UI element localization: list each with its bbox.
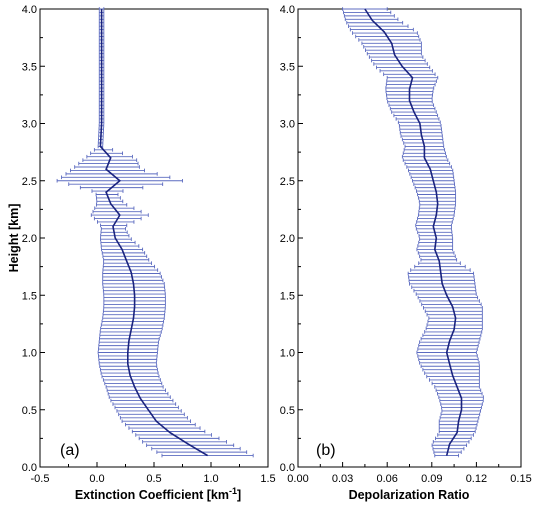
y-axis-label: Height [km] — [7, 204, 21, 273]
x-tick-label-b-4: 0.12 — [466, 473, 487, 485]
y-tick-label-b-2: 1.0 — [280, 348, 295, 360]
y-tick-label-b-4: 2.0 — [280, 233, 295, 245]
y-tick-label-b-6: 3.0 — [280, 119, 295, 131]
panel-a-frame — [39, 8, 269, 468]
x-tick-label-a-0: -0.5 — [31, 473, 50, 485]
y-tick-label-a-1: 0.5 — [22, 405, 37, 417]
series-line-b — [364, 8, 463, 456]
x-tick-label-a-1: 0.0 — [89, 473, 104, 485]
y-tick-label-b-5: 2.5 — [280, 176, 295, 188]
x-tick-label-a-3: 1.0 — [203, 473, 218, 485]
x-axis-label-a: Extinction Coefficient [km-1] — [75, 486, 241, 502]
x-axis-label-a-sup: -1 — [229, 486, 237, 496]
x-axis-label-a-main: Extinction Coefficient [km — [75, 488, 229, 502]
y-tick-label-b-7: 3.5 — [280, 61, 295, 73]
x-tick-label-b-5: 0.15 — [510, 473, 531, 485]
x-axis-label-b: Depolarization Ratio — [349, 488, 470, 502]
x-axis-label-a-end: ] — [237, 488, 241, 502]
panel-a-label: (a) — [60, 442, 80, 459]
y-tick-label-a-2: 1.0 — [22, 348, 37, 360]
x-tick-label-b-2: 0.06 — [376, 473, 397, 485]
x-tick-label-a-4: 1.5 — [260, 473, 275, 485]
y-tick-label-a-5: 2.5 — [22, 176, 37, 188]
y-tick-label-b-1: 0.5 — [280, 405, 295, 417]
y-tick-label-a-7: 3.5 — [22, 61, 37, 73]
panel-b: 0.00 0.03 0.06 0.09 0.12 0.15 0.0 0.5 1.0 1.5 2.0 2… — [280, 4, 532, 485]
y-tick-label-b-8: 4.0 — [280, 4, 295, 16]
panel-b-label: (b) — [316, 442, 336, 459]
y-tick-label-a-0: 0.0 — [22, 462, 37, 474]
x-tick-label-a-2: 0.5 — [146, 473, 161, 485]
x-tick-label-b-0: 0.00 — [287, 473, 308, 485]
y-tick-label-a-6: 3.0 — [22, 119, 37, 131]
y-tick-label-b-0: 0.0 — [280, 462, 295, 474]
y-tick-label-b-3: 1.5 — [280, 290, 295, 302]
y-tick-label-a-8: 4.0 — [22, 4, 37, 16]
panel-a: -0.5 0.0 0.5 1.0 1.50.00.51.01.52.02.53.03.5… — [22, 4, 276, 485]
x-tick-label-b-3: 0.09 — [421, 473, 442, 485]
y-tick-label-a-3: 1.5 — [22, 290, 37, 302]
x-tick-label-b-1: 0.03 — [332, 473, 353, 485]
y-tick-label-a-4: 2.0 — [22, 233, 37, 245]
series-line-a — [99, 9, 209, 457]
